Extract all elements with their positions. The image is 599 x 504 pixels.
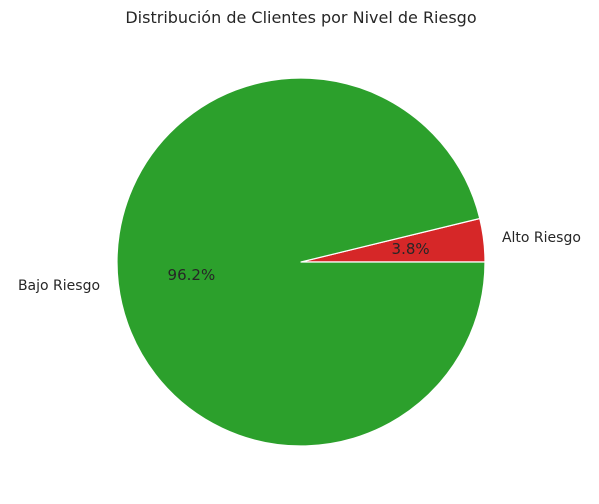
slice-label-alto-riesgo: Alto Riesgo bbox=[502, 230, 581, 246]
slice-pct-bajo-riesgo: 96.2% bbox=[168, 266, 216, 284]
pie-slice-bajo-riesgo bbox=[116, 77, 486, 447]
pie-slices bbox=[116, 77, 486, 447]
slice-pct-alto-riesgo: 3.8% bbox=[392, 240, 430, 258]
slice-label-bajo-riesgo: Bajo Riesgo bbox=[18, 278, 100, 294]
pie-labels: Alto Riesgo 3.8% Bajo Riesgo 96.2% bbox=[18, 230, 581, 294]
chart-title: Distribución de Clientes por Nivel de Ri… bbox=[125, 8, 476, 27]
